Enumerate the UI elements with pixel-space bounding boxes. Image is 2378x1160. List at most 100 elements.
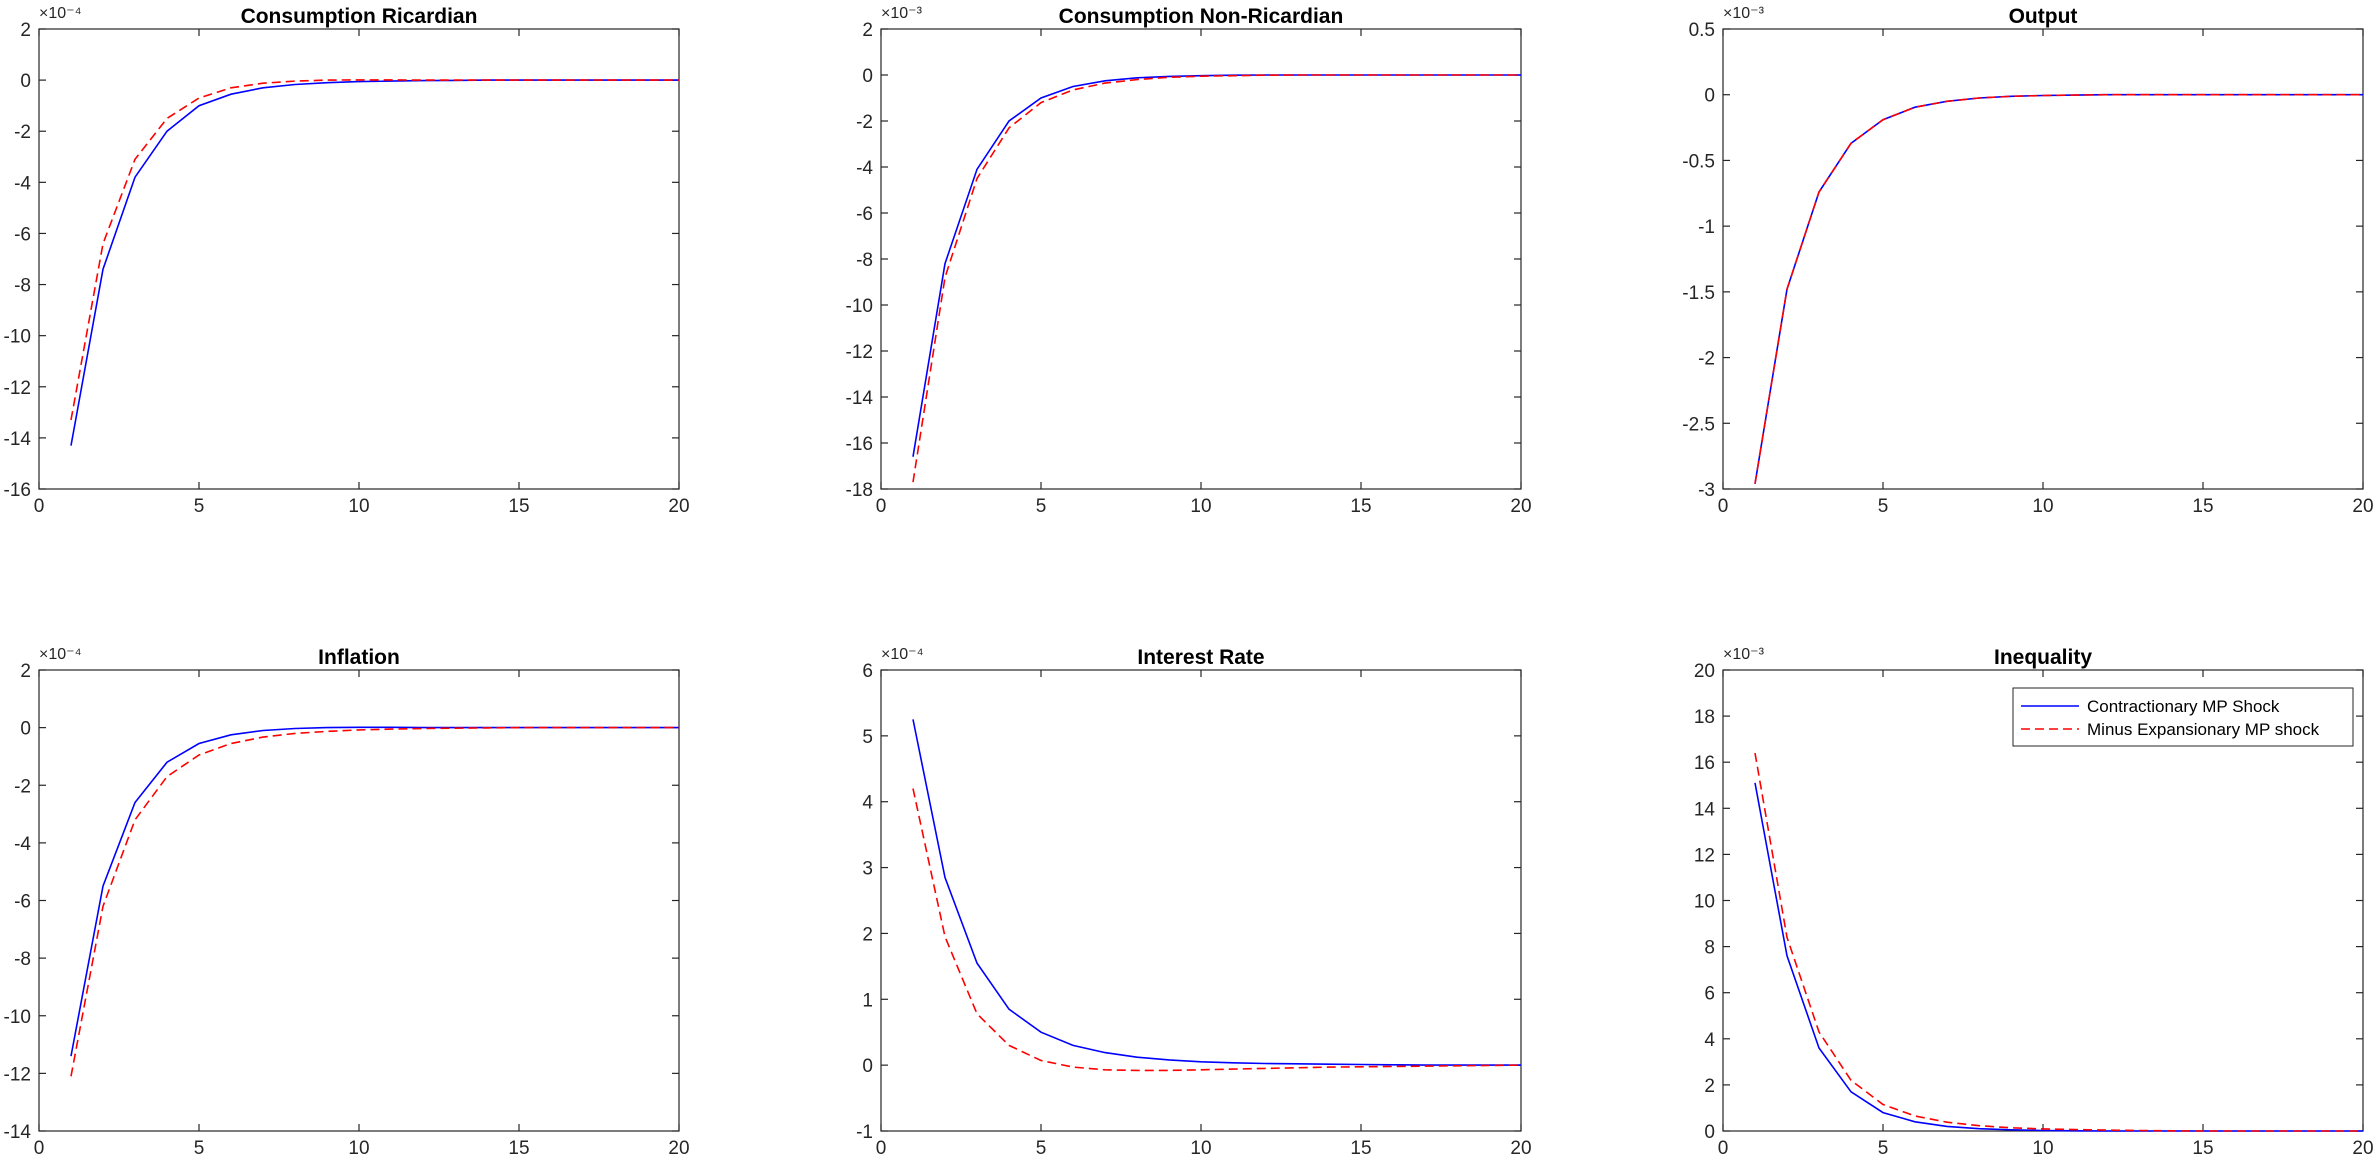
y-tick-label: -0.5 <box>1682 151 1715 172</box>
x-tick-label: 20 <box>2352 496 2373 517</box>
y-tick-label: -6 <box>14 224 31 245</box>
series-line-contractionary <box>70 726 679 1057</box>
y-tick-label: 2 <box>20 661 31 682</box>
y-tick-label: -10 <box>4 1007 31 1028</box>
y-tick-label: -14 <box>4 1122 32 1143</box>
y-tick-label: 0 <box>862 1056 873 1077</box>
x-tick-label: 20 <box>1510 1138 1531 1159</box>
axis-exponent-label: ×10⁻³ <box>881 5 923 22</box>
y-tick-label: -1 <box>856 1122 873 1143</box>
y-tick-label: -8 <box>14 276 31 297</box>
axes-box <box>880 28 1522 490</box>
y-tick-label: 8 <box>1704 938 1715 959</box>
y-tick-label: 16 <box>1694 753 1715 774</box>
axes-box <box>1722 669 2364 1132</box>
x-tick-label: 10 <box>1190 1138 1211 1159</box>
y-tick-label: 5 <box>862 727 873 748</box>
y-tick-label: 14 <box>1694 799 1716 820</box>
y-tick-label: 2 <box>20 20 31 41</box>
axes-box <box>38 669 680 1132</box>
chart-panel-3: 0 5 10 15 20 -14 -12 -10 -8 -6 -4 -2 0 2 ×10⁻⁴ Inflatio… <box>4 646 690 1159</box>
y-tick-label: -2.5 <box>1682 414 1715 435</box>
y-tick-label: -2 <box>14 122 31 143</box>
x-tick-label: 5 <box>1036 496 1047 517</box>
y-tick-label: -18 <box>846 480 873 501</box>
chart-title: Inflation <box>318 646 400 669</box>
y-tick-label: -2 <box>14 776 31 797</box>
y-tick-label: -4 <box>14 173 31 194</box>
legend-entry: Minus Expansionary MP shock <box>2087 720 2320 739</box>
x-tick-label: 10 <box>1190 496 1211 517</box>
series-line-minus-expansionary <box>70 726 679 1077</box>
x-tick-label: 10 <box>2032 496 2053 517</box>
y-tick-label: 0 <box>20 71 31 92</box>
y-tick-label: 18 <box>1694 707 1715 728</box>
y-tick-label: 20 <box>1694 661 1715 682</box>
y-tick-label: -4 <box>14 834 31 855</box>
y-tick-label: 2 <box>862 924 873 945</box>
x-tick-label: 5 <box>194 496 205 517</box>
y-tick-label: -4 <box>856 158 873 179</box>
axis-exponent-label: ×10⁻³ <box>1723 5 1765 22</box>
legend-entry: Contractionary MP Shock <box>2087 697 2280 716</box>
axes-box <box>880 669 1522 1132</box>
x-tick-label: 0 <box>1718 1138 1729 1159</box>
chart-title: Consumption Ricardian <box>241 5 478 28</box>
y-tick-label: -12 <box>846 342 873 363</box>
x-tick-label: 20 <box>668 496 689 517</box>
chart-title: Output <box>2009 5 2078 28</box>
x-tick-label: 15 <box>2192 1138 2213 1159</box>
y-tick-label: -12 <box>4 1064 31 1085</box>
chart-title: Interest Rate <box>1137 646 1264 669</box>
y-tick-label: 12 <box>1694 845 1715 866</box>
y-tick-label: 6 <box>862 661 873 682</box>
y-tick-label: -2 <box>1698 349 1715 370</box>
axis-exponent-label: ×10⁻⁴ <box>881 646 924 663</box>
y-tick-label: -1 <box>1698 217 1715 238</box>
y-tick-label: -16 <box>846 434 873 455</box>
x-tick-label: 20 <box>1510 496 1531 517</box>
series-line-contractionary <box>70 79 679 446</box>
y-tick-label: -8 <box>14 949 31 970</box>
chart-panel-0: 0 5 10 15 20 -16 -14 -12 -10 -8 -6 -4 -2 0 2 ×10⁻⁴ Consu… <box>4 5 690 517</box>
x-tick-label: 0 <box>876 1138 887 1159</box>
axes-box <box>38 28 680 490</box>
series-line-minus-expansionary <box>912 74 1521 483</box>
series-line-minus-expansionary <box>70 79 679 421</box>
x-tick-label: 15 <box>1350 1138 1371 1159</box>
series-line-minus-expansionary <box>912 788 1522 1072</box>
y-tick-label: -10 <box>4 327 31 348</box>
chart-title: Inequality <box>1994 646 2092 669</box>
x-tick-label: 15 <box>508 1138 529 1159</box>
y-tick-label: -2 <box>856 112 873 133</box>
x-tick-label: 15 <box>2192 496 2213 517</box>
x-tick-label: 20 <box>668 1138 689 1159</box>
x-tick-label: 10 <box>348 496 369 517</box>
y-tick-label: -10 <box>846 296 873 317</box>
series-line-contractionary <box>1754 782 2363 1132</box>
chart-title: Consumption Non-Ricardian <box>1059 5 1344 28</box>
y-tick-label: 0 <box>1704 1122 1715 1143</box>
axis-exponent-label: ×10⁻⁴ <box>39 646 82 663</box>
y-tick-label: 3 <box>862 859 873 880</box>
legend-box <box>2012 687 2354 747</box>
x-tick-label: 10 <box>2032 1138 2053 1159</box>
y-tick-label: -6 <box>856 204 873 225</box>
y-tick-label: -14 <box>846 388 874 409</box>
y-tick-label: -14 <box>4 429 32 450</box>
x-tick-label: 0 <box>1718 496 1729 517</box>
x-tick-label: 5 <box>1036 1138 1047 1159</box>
x-tick-label: 0 <box>876 496 887 517</box>
x-tick-label: 5 <box>1878 1138 1889 1159</box>
y-tick-label: -6 <box>14 892 31 913</box>
chart-panel-2: 0 5 10 15 20 -3 -2.5 -2 -1.5 -1 -0.5 0 0.5 ×10⁻³ Outpu… <box>1682 5 2373 517</box>
axis-exponent-label: ×10⁻⁴ <box>39 5 82 22</box>
chart-panel-1: 0 5 10 15 20 -18 -16 -14 -12 -10 -8 -6 -4 -2 0 2 ×10⁻³ Co… <box>846 5 1532 517</box>
axis-exponent-label: ×10⁻³ <box>1723 646 1765 663</box>
y-tick-label: 6 <box>1704 984 1715 1005</box>
y-tick-label: 4 <box>862 793 873 814</box>
chart-panel-5: 0 5 10 15 20 0 2 4 6 8 10 12 14 16 18 20 ×10⁻³ Inequality… <box>1694 646 2374 1159</box>
series-line-contractionary <box>912 719 1521 1066</box>
